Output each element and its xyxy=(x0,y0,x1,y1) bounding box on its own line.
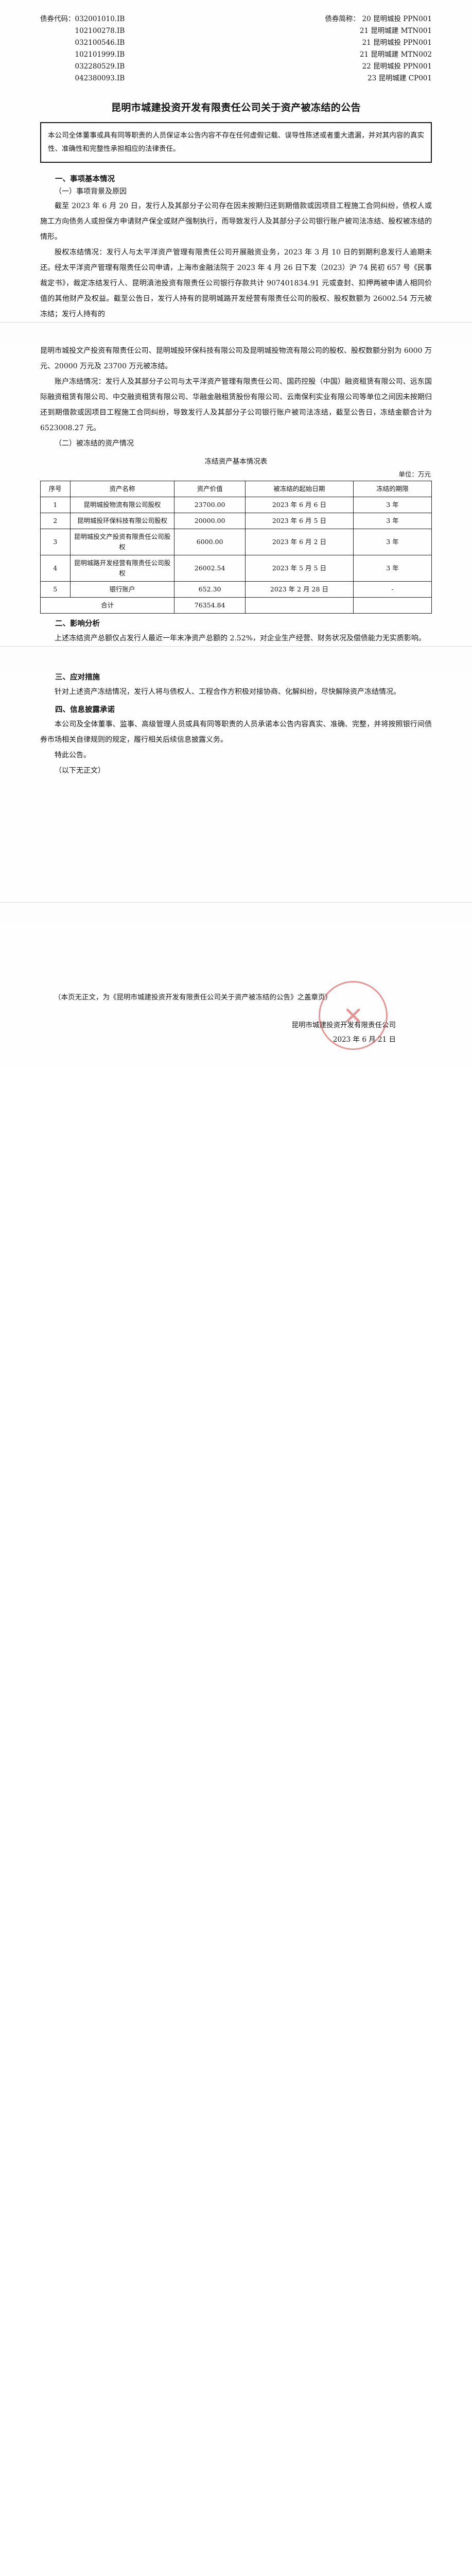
cell-no: 4 xyxy=(40,555,71,582)
bond-name-column: 债券简称： 20 昆明城投 PPN001 21 昆明城建 MTN001 21 昆… xyxy=(325,13,432,84)
signature-date: 2023 年 6 月 21 日 xyxy=(333,1036,396,1044)
table-unit: 单位：万元 xyxy=(398,470,431,478)
bond-code-item: 102100278.IB xyxy=(75,27,125,35)
signature-company: 昆明市城建投资开发有限责任公司 xyxy=(291,1021,396,1029)
bond-header: 债券代码： 032001010.IB 102100278.IB 03210054… xyxy=(40,0,432,84)
bond-name-item: 22 昆明城投 PPN001 xyxy=(362,62,432,71)
paragraph-equity-freeze: 股权冻结情况：发行人与太平洋资产管理有限责任公司开展融资业务，2023 年 3 … xyxy=(40,248,432,318)
table-header-row: 序号 资产名称 资产价值 被冻结的起始日期 冻结的期限 xyxy=(40,481,432,497)
blank-area xyxy=(40,778,432,840)
cell-no: 3 xyxy=(40,529,71,555)
bond-code-list: 032001010.IB 102100278.IB 032100546.IB 1… xyxy=(75,13,125,84)
cell-value: 26002.54 xyxy=(174,555,246,582)
cell-name: 银行账户 xyxy=(69,581,175,598)
cell-value: 652.30 xyxy=(174,581,246,598)
paragraph-measures: 针对上述资产冻结情况，发行人将与债权人、工程合作方积极对接协商、化解纠纷，尽快解… xyxy=(55,688,400,696)
table-row: 5 银行账户 652.30 2023 年 2 月 28 日 - xyxy=(40,581,432,598)
cell-term: 3 年 xyxy=(353,497,432,513)
cell-name: 昆明城投物流有限公司股权 xyxy=(69,497,175,513)
paragraph-equity-freeze-cont: 昆明市城投文产投资有限责任公司、昆明城投环保科技有限公司及昆明城投物流有限公司的… xyxy=(40,347,432,370)
cell-date: 2023 年 5 月 5 日 xyxy=(244,555,354,582)
bond-code-item: 042380093.IB xyxy=(75,74,125,82)
signature-block: 昆明市城建投资开发有限责任公司 2023 年 6 月 21 日 xyxy=(40,981,432,1050)
bond-name-item: 20 昆明城投 PPN001 xyxy=(362,15,432,23)
column-header-no: 序号 xyxy=(40,481,71,497)
page-separator xyxy=(0,646,472,647)
bond-code-item: 102101999.IB xyxy=(75,50,125,59)
sheet-2: 昆明市城投文产投资有限责任公司、昆明城投环保科技有限公司及昆明城投物流有限公司的… xyxy=(0,343,472,646)
cell-no: 5 xyxy=(40,581,71,598)
page-gap xyxy=(0,903,472,923)
cell-term: 3 年 xyxy=(353,529,432,555)
table-caption: 冻结资产基本情况表 xyxy=(204,457,268,466)
cell-total-value: 76354.84 xyxy=(174,597,246,614)
bond-code-column: 债券代码： 032001010.IB 102100278.IB 03210054… xyxy=(40,13,125,84)
blank-area xyxy=(40,1047,432,1067)
table-total-row: 合计 76354.84 xyxy=(40,597,432,614)
column-header-value: 资产价值 xyxy=(174,481,246,497)
paragraph-account-freeze: 账户冻结情况：发行人及其部分子公司与太平洋资产管理有限责任公司、国药控股（中国）… xyxy=(40,378,432,432)
cell-name: 昆明城投环保科技有限公司股权 xyxy=(69,513,175,529)
disclaimer-box: 本公司全体董事或具有同等职责的人员保证本公告内容不存在任何虚假记载、误导性陈述或… xyxy=(40,122,432,163)
bond-name-list: 20 昆明城投 PPN001 21 昆明城建 MTN001 21 昆明城投 PP… xyxy=(360,13,432,84)
page-separator xyxy=(0,902,472,903)
subsection-heading-1-1: （一）事项背景及原因 xyxy=(55,188,127,196)
page-gap xyxy=(0,647,472,667)
paragraph-background: 截至 2023 年 6 月 20 日，发行人及其部分子公司存在因未按期归还到期借… xyxy=(40,202,432,241)
bond-code-item: 032001010.IB xyxy=(75,15,125,23)
cell-value: 6000.00 xyxy=(174,529,246,555)
bond-name-item: 21 昆明城建 MTN002 xyxy=(359,50,432,59)
paragraph-below-blank: （以下无正文） xyxy=(55,767,105,775)
column-header-date: 被冻结的起始日期 xyxy=(244,481,354,497)
paragraph-impact-start: 上述冻结资产总额仅占发行人最近一年末净资产总额的 2.52%，对企业生产经营、财… xyxy=(55,634,426,642)
section-heading-3: 三、应对措施 xyxy=(55,673,100,682)
table-row: 4 昆明城路开发经营有限责任公司股权 26002.54 2023 年 5 月 5… xyxy=(40,555,432,582)
bond-code-item: 032280529.IB xyxy=(75,62,125,71)
column-header-term: 冻结的期限 xyxy=(353,481,432,497)
bond-name-item: 23 昆明城建 CP001 xyxy=(368,74,432,82)
bond-name-label: 债券简称： xyxy=(325,15,360,23)
section-heading-4: 四、信息披露承诺 xyxy=(55,706,115,714)
bond-code-label: 债券代码： xyxy=(40,15,75,23)
cell-value: 20000.00 xyxy=(174,513,246,529)
cell-term: - xyxy=(353,581,432,598)
cell-name: 昆明城路开发经营有限责任公司股权 xyxy=(69,555,175,582)
sheet-3: 三、应对措施 针对上述资产冻结情况，发行人将与债权人、工程合作方积极对接协商、化… xyxy=(0,671,472,902)
cell-total-label: 合计 xyxy=(40,597,175,614)
document-page: 债券代码： 032001010.IB 102100278.IB 03210054… xyxy=(0,0,472,1067)
section-heading-2: 二、影响分析 xyxy=(55,620,100,628)
page-title: 昆明市城建投资开发有限责任公司关于资产被冻结的公告 xyxy=(111,102,361,113)
bond-code-item: 032100546.IB xyxy=(75,39,125,47)
cell-value: 23700.00 xyxy=(174,497,246,513)
blank-area xyxy=(40,923,432,985)
frozen-assets-table: 序号 资产名称 资产价值 被冻结的起始日期 冻结的期限 1 昆明城投物流有限公司… xyxy=(40,481,432,614)
page-separator xyxy=(0,322,472,323)
table-row: 3 昆明城投文产投资有限责任公司股权 6000.00 2023 年 6 月 2 … xyxy=(40,529,432,555)
cell-no: 2 xyxy=(40,513,71,529)
paragraph-disclosure-commitment: 本公司及全体董事、监事、高级管理人员或具有同等职责的人员承诺本公告内容真实、准确… xyxy=(40,720,432,744)
page-gap xyxy=(0,323,472,343)
subsection-heading-1-2: （二）被冻结的资产情况 xyxy=(55,439,134,448)
cell-date: 2023 年 6 月 5 日 xyxy=(244,513,354,529)
cell-date: 2023 年 6 月 6 日 xyxy=(244,497,354,513)
cell-term: 3 年 xyxy=(353,513,432,529)
section-heading-1: 一、事项基本情况 xyxy=(55,175,115,183)
cell-name: 昆明城投文产投资有限责任公司股权 xyxy=(69,529,175,555)
bond-name-item: 21 昆明城建 MTN001 xyxy=(359,27,432,35)
bond-name-item: 21 昆明城投 PPN001 xyxy=(362,39,432,47)
cell-date: 2023 年 6 月 2 日 xyxy=(244,529,354,555)
paragraph-notice: 特此公告。 xyxy=(55,751,91,759)
cell-term: 3 年 xyxy=(353,555,432,582)
cell-date: 2023 年 2 月 28 日 xyxy=(244,581,354,598)
sheet-4-seal-page: （本页无正文，为《昆明市城建投资开发有限责任公司关于资产被冻结的公告》之盖章页）… xyxy=(0,923,472,1067)
cell-total-term xyxy=(353,597,432,614)
cell-total-date xyxy=(244,597,354,614)
blank-area xyxy=(40,840,432,902)
column-header-name: 资产名称 xyxy=(69,481,175,497)
seal-page-note: （本页无正文，为《昆明市城建投资开发有限责任公司关于资产被冻结的公告》之盖章页） xyxy=(54,993,332,1002)
table-row: 2 昆明城投环保科技有限公司股权 20000.00 2023 年 6 月 5 日… xyxy=(40,513,432,529)
table-row: 1 昆明城投物流有限公司股权 23700.00 2023 年 6 月 6 日 3… xyxy=(40,497,432,513)
sheet-1: 债券代码： 032001010.IB 102100278.IB 03210054… xyxy=(0,0,472,322)
cell-no: 1 xyxy=(40,497,71,513)
